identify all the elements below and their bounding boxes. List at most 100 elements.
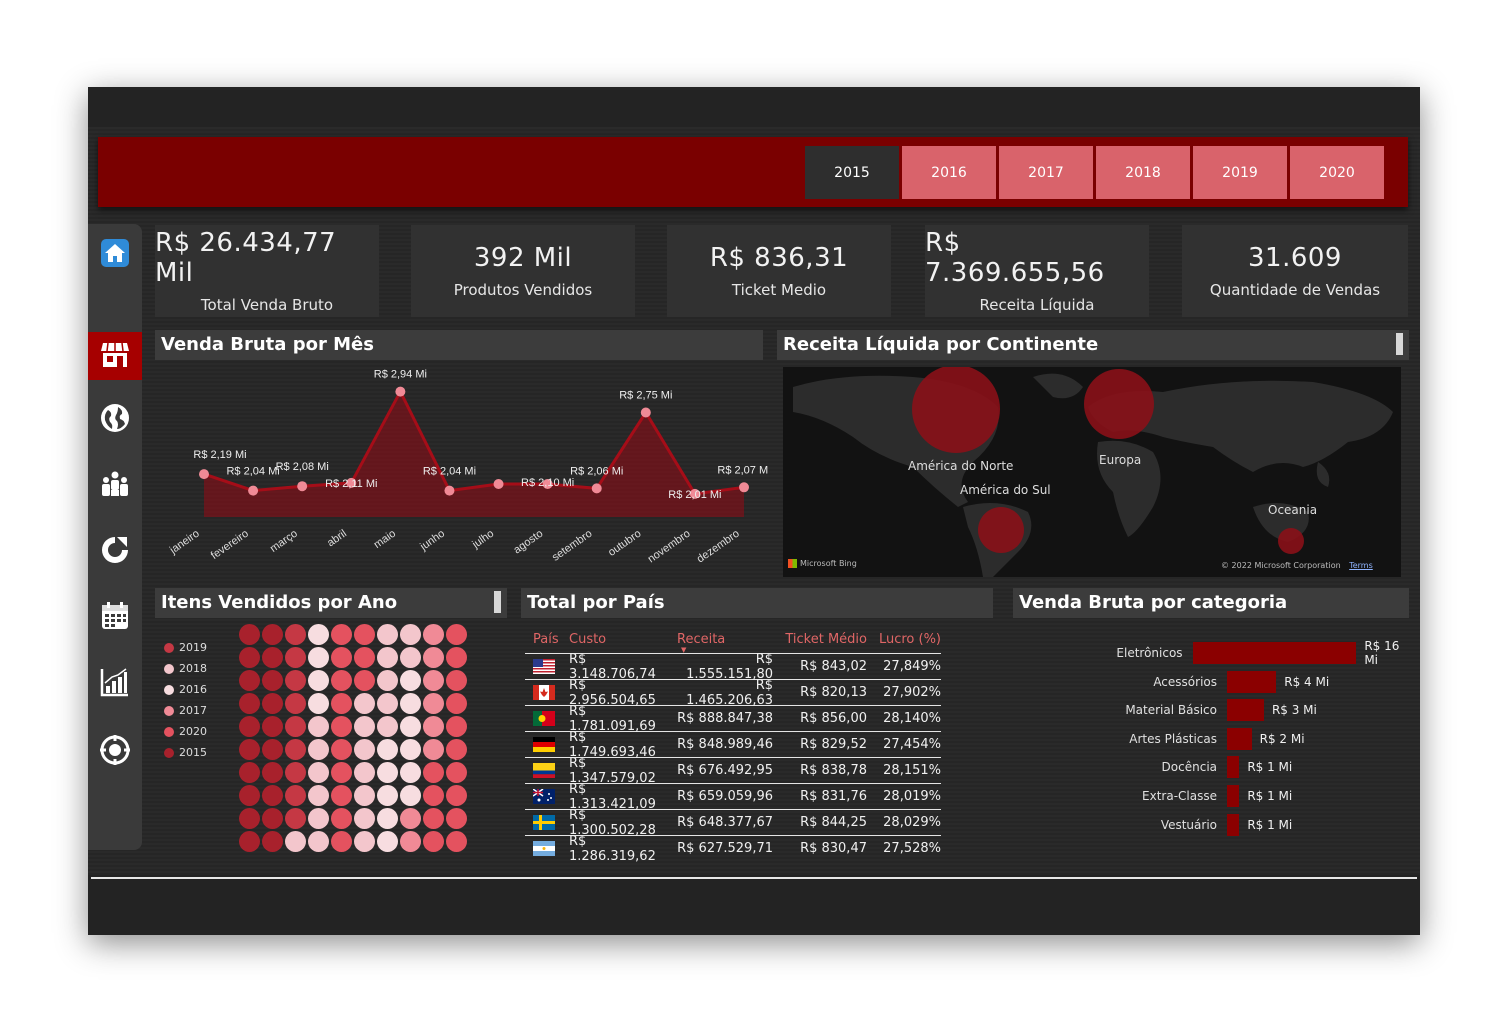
waffle-cell[interactable] (354, 647, 375, 668)
data-point[interactable] (542, 479, 553, 489)
waffle-cell[interactable] (262, 739, 283, 760)
category-bar[interactable] (1192, 642, 1357, 664)
waffle-cell[interactable] (285, 785, 306, 806)
waffle-cell[interactable] (262, 693, 283, 714)
category-bar-row[interactable]: Vestuário R$ 1 Mi (1013, 813, 1408, 836)
year-button-2015[interactable]: 2015 (805, 146, 899, 199)
waffle-cell[interactable] (354, 693, 375, 714)
waffle-cell[interactable] (377, 624, 398, 645)
category-bar-row[interactable]: Docência R$ 1 Mi (1013, 756, 1408, 779)
waffle-cell[interactable] (423, 670, 444, 691)
bubble-america-do-norte[interactable] (912, 367, 1000, 453)
waffle-cell[interactable] (239, 808, 260, 829)
waffle-cell[interactable] (423, 647, 444, 668)
waffle-cell[interactable] (285, 831, 306, 852)
legend-item[interactable]: 2015 (164, 742, 207, 763)
waffle-cell[interactable] (400, 808, 421, 829)
waffle-cell[interactable] (423, 831, 444, 852)
waffle-cell[interactable] (400, 670, 421, 691)
waffle-cell[interactable] (239, 785, 260, 806)
data-point[interactable] (199, 469, 209, 480)
waffle-cell[interactable] (400, 624, 421, 645)
waffle-cell[interactable] (331, 785, 352, 806)
waffle-cell[interactable] (239, 739, 260, 760)
col-header-lucro[interactable]: Lucro (%) (878, 631, 941, 647)
waffle-cell[interactable] (239, 670, 260, 691)
home-icon[interactable] (97, 235, 133, 271)
year-button-2019[interactable]: 2019 (1193, 146, 1287, 199)
waffle-cell[interactable] (308, 693, 329, 714)
data-point[interactable] (493, 479, 504, 489)
waffle-cell[interactable] (285, 670, 306, 691)
waffle-cell[interactable] (239, 693, 260, 714)
waffle-cell[interactable] (285, 624, 306, 645)
waffle-cell[interactable] (331, 808, 352, 829)
table-row[interactable]: R$ 2.956.504,65 R$ 1.465.206,63 R$ 820,13 2… (525, 678, 941, 708)
waffle-cell[interactable] (423, 808, 444, 829)
waffle-cell[interactable] (308, 831, 329, 852)
table-row[interactable]: R$ 1.749.693,46 R$ 848.989,46 R$ 829,52 27,… (525, 730, 941, 760)
waffle-cell[interactable] (446, 785, 467, 806)
waffle-cell[interactable] (308, 670, 329, 691)
waffle-cell[interactable] (239, 762, 260, 783)
table-row[interactable]: R$ 1.313.421,09 R$ 659.059,96 R$ 831,76 28,… (525, 782, 941, 812)
category-bar[interactable] (1227, 813, 1240, 836)
globe-icon[interactable] (97, 400, 133, 436)
waffle-cell[interactable] (262, 808, 283, 829)
waffle-cell[interactable] (377, 693, 398, 714)
waffle-cell[interactable] (239, 831, 260, 852)
waffle-cell[interactable] (331, 624, 352, 645)
data-point[interactable] (444, 485, 455, 496)
category-bar[interactable] (1227, 785, 1240, 807)
waffle-cell[interactable] (354, 716, 375, 737)
legend-item[interactable]: 2016 (164, 679, 207, 700)
waffle-cell[interactable] (377, 670, 398, 691)
waffle-cell[interactable] (354, 762, 375, 783)
settings-target-icon[interactable] (97, 732, 133, 768)
category-bar-row[interactable]: Extra-Classe R$ 1 Mi (1013, 785, 1408, 807)
col-header-ticket[interactable]: Ticket Médio (785, 631, 867, 647)
waffle-cell[interactable] (377, 716, 398, 737)
waffle-cell[interactable] (331, 693, 352, 714)
data-point[interactable] (395, 386, 406, 397)
continent-map[interactable]: América do Norte América do Sul Europa O… (783, 367, 1401, 577)
waffle-cell[interactable] (239, 647, 260, 668)
waffle-cell[interactable] (423, 785, 444, 806)
waffle-cell[interactable] (331, 739, 352, 760)
waffle-cell[interactable] (285, 808, 306, 829)
category-bar[interactable] (1227, 670, 1277, 693)
year-button-2020[interactable]: 2020 (1290, 146, 1384, 199)
waffle-cell[interactable] (331, 670, 352, 691)
year-button-2018[interactable]: 2018 (1096, 146, 1190, 199)
waffle-cell[interactable] (400, 785, 421, 806)
waffle-cell[interactable] (446, 739, 467, 760)
waffle-cell[interactable] (285, 716, 306, 737)
waffle-cell[interactable] (377, 785, 398, 806)
category-bar[interactable] (1227, 727, 1252, 750)
bar-chart-icon[interactable] (97, 664, 133, 700)
legend-item[interactable]: 2020 (164, 721, 207, 742)
col-header-receita[interactable]: Receita ▼ (671, 632, 779, 654)
waffle-cell[interactable] (285, 647, 306, 668)
waffle-cell[interactable] (308, 739, 329, 760)
store-icon[interactable] (97, 337, 133, 373)
waffle-cell[interactable] (400, 762, 421, 783)
data-point[interactable] (346, 477, 357, 488)
waffle-cell[interactable] (446, 670, 467, 691)
legend-item[interactable]: 2018 (164, 658, 207, 679)
waffle-cell[interactable] (377, 831, 398, 852)
people-icon[interactable] (97, 466, 133, 502)
waffle-cell[interactable] (331, 647, 352, 668)
data-point[interactable] (297, 481, 308, 492)
data-point[interactable] (739, 482, 749, 493)
waffle-cell[interactable] (423, 716, 444, 737)
waffle-cell[interactable] (308, 647, 329, 668)
year-button-2016[interactable]: 2016 (902, 146, 996, 199)
waffle-cell[interactable] (285, 739, 306, 760)
bubble-europa[interactable] (1084, 369, 1154, 439)
waffle-cell[interactable] (446, 716, 467, 737)
waffle-cell[interactable] (446, 693, 467, 714)
waffle-cell[interactable] (308, 808, 329, 829)
visual-scroll-handle[interactable] (494, 591, 501, 613)
category-bar-row[interactable]: Material Básico R$ 3 Mi (1013, 699, 1408, 722)
